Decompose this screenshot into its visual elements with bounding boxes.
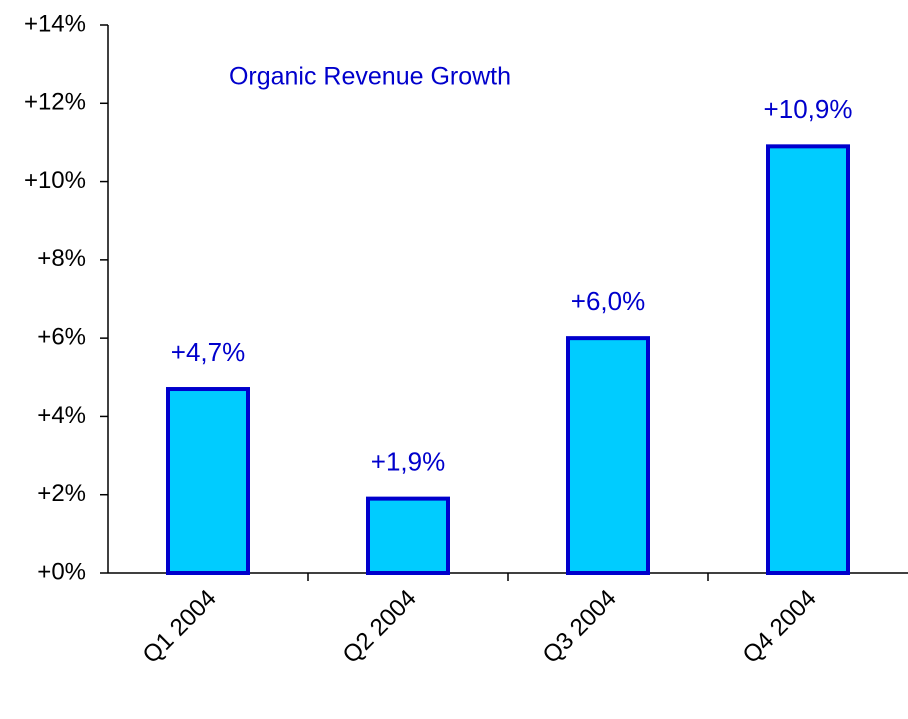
y-tick-label: +2% xyxy=(37,480,86,507)
y-tick-label: +8% xyxy=(37,245,86,272)
x-tick-label: Q4 2004 xyxy=(738,585,822,669)
y-tick-label: +14% xyxy=(24,10,86,37)
data-label: +1,9% xyxy=(371,447,445,477)
data-label: +10,9% xyxy=(764,94,853,124)
chart-title: Organic Revenue Growth xyxy=(229,63,511,91)
bar xyxy=(766,144,850,575)
bar xyxy=(166,387,250,575)
y-tick-label: +0% xyxy=(37,558,86,585)
y-tick-label: +10% xyxy=(24,167,86,194)
x-tick-label: Q3 2004 xyxy=(538,585,622,669)
data-label: +4,7% xyxy=(171,337,245,367)
y-tick-label: +6% xyxy=(37,323,86,350)
y-tick-label: +12% xyxy=(24,89,86,116)
data-label: +6,0% xyxy=(571,286,645,316)
bar xyxy=(566,336,650,575)
x-tick-label: Q2 2004 xyxy=(338,585,422,669)
y-tick-label: +4% xyxy=(37,402,86,429)
x-tick-label: Q1 2004 xyxy=(138,585,222,669)
bar xyxy=(366,496,450,575)
